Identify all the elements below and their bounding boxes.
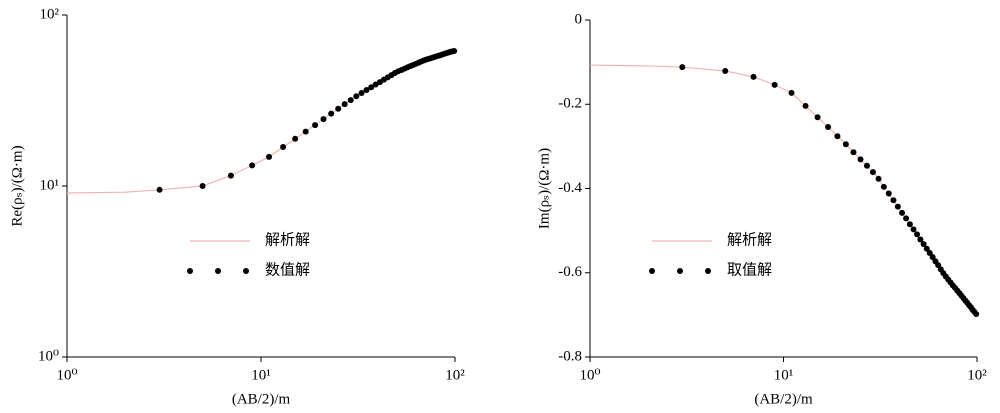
data-point <box>814 114 821 121</box>
y-tick-label: 10¹ <box>40 177 60 193</box>
legend-marker <box>677 268 683 274</box>
data-point <box>722 67 729 74</box>
data-point <box>280 144 287 151</box>
x-tick-label: 10² <box>967 367 987 383</box>
data-point <box>358 89 365 96</box>
data-point <box>890 197 897 204</box>
data-point <box>973 311 980 318</box>
analytic-line <box>589 64 978 316</box>
data-point <box>788 89 795 96</box>
data-point <box>850 149 857 156</box>
data-point <box>903 215 910 222</box>
legend-marker <box>649 268 655 274</box>
data-point <box>353 93 360 100</box>
data-point <box>910 226 917 233</box>
y-tick-label: -0.2 <box>558 96 582 112</box>
legend-marker <box>187 268 193 274</box>
data-point <box>914 231 921 238</box>
data-point <box>328 110 335 117</box>
legend-label: 解析解 <box>265 231 310 248</box>
data-point <box>750 73 757 80</box>
data-point <box>266 153 273 160</box>
data-point <box>894 203 901 210</box>
data-point <box>679 64 686 71</box>
y-tick-label: 10² <box>40 6 60 22</box>
data-point <box>923 245 930 252</box>
data-point <box>451 47 458 54</box>
data-point <box>347 97 354 104</box>
data-point <box>199 183 206 189</box>
y-tick-label: 0 <box>575 11 583 27</box>
y-tick-label: 10⁰ <box>38 348 59 364</box>
data-point <box>917 236 924 243</box>
data-point <box>335 105 342 112</box>
data-point <box>885 190 892 197</box>
y-axis-label: Im(ρₛ)/(Ω·m) <box>536 148 552 229</box>
data-point <box>312 122 319 129</box>
data-point <box>302 128 309 135</box>
data-point <box>834 133 841 140</box>
data-point <box>857 156 864 163</box>
data-point <box>906 221 913 228</box>
x-tick-label: 10¹ <box>774 367 794 383</box>
x-tick-label: 10⁰ <box>579 367 600 383</box>
legend-label: 取值解 <box>727 261 772 278</box>
data-point <box>771 81 778 88</box>
data-point <box>825 123 832 130</box>
data-point <box>875 175 882 182</box>
data-point <box>863 162 870 169</box>
data-point <box>368 84 375 91</box>
data-point <box>869 169 876 176</box>
data-point <box>802 102 809 109</box>
data-point <box>341 101 348 108</box>
x-tick-label: 10¹ <box>251 367 271 383</box>
data-point <box>920 241 927 248</box>
y-tick-label: -0.8 <box>558 348 582 364</box>
x-axis-label: (AB/2)/m <box>754 391 813 407</box>
data-point <box>899 209 906 216</box>
y-tick-label: -0.6 <box>558 264 582 280</box>
legend-marker <box>243 268 249 274</box>
data-point <box>292 135 299 142</box>
y-axis-label: Re(ρₛ)/(Ω·m) <box>9 145 25 226</box>
data-point <box>156 186 163 193</box>
legend-label: 解析解 <box>727 231 772 248</box>
data-point <box>929 254 936 261</box>
y-tick-label: -0.4 <box>558 180 582 196</box>
x-axis-label: (AB/2)/m <box>232 391 291 407</box>
legend-marker <box>215 268 221 274</box>
data-point <box>249 162 256 169</box>
x-tick-label: 10² <box>445 367 465 383</box>
data-point <box>227 172 234 179</box>
legend-label: 数值解 <box>265 261 310 278</box>
data-point <box>926 249 933 256</box>
data-point <box>842 141 849 148</box>
data-point <box>320 116 327 123</box>
x-tick-label: 10⁰ <box>56 367 77 383</box>
data-point <box>880 183 887 190</box>
data-point <box>363 87 370 94</box>
legend-marker <box>705 268 711 274</box>
